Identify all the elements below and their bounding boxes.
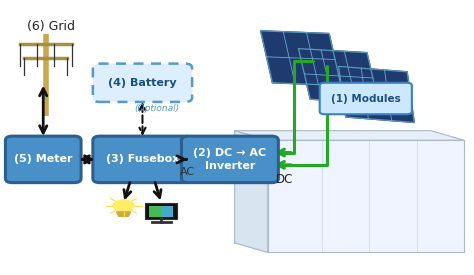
Polygon shape xyxy=(235,131,268,252)
Polygon shape xyxy=(235,131,464,140)
Polygon shape xyxy=(117,212,131,216)
Text: (5) Meter: (5) Meter xyxy=(14,154,73,164)
Text: (4) Battery: (4) Battery xyxy=(108,78,177,88)
FancyBboxPatch shape xyxy=(182,136,278,183)
FancyBboxPatch shape xyxy=(5,136,81,183)
Text: (Optional): (Optional) xyxy=(134,104,179,113)
Text: (1) Modules: (1) Modules xyxy=(331,94,401,103)
FancyBboxPatch shape xyxy=(93,64,192,102)
Text: DC: DC xyxy=(275,174,293,186)
Polygon shape xyxy=(338,66,414,122)
Text: (6) Grid: (6) Grid xyxy=(27,20,75,33)
Text: (2) DC → AC
Inverter: (2) DC → AC Inverter xyxy=(193,148,266,170)
Polygon shape xyxy=(299,49,379,103)
FancyBboxPatch shape xyxy=(319,83,412,114)
FancyBboxPatch shape xyxy=(149,206,173,217)
FancyBboxPatch shape xyxy=(146,204,176,219)
Circle shape xyxy=(113,200,134,212)
Polygon shape xyxy=(261,31,341,86)
Polygon shape xyxy=(268,140,464,252)
Text: (3) Fusebox: (3) Fusebox xyxy=(106,154,179,164)
FancyBboxPatch shape xyxy=(161,206,173,217)
FancyBboxPatch shape xyxy=(93,136,192,183)
Text: AC: AC xyxy=(180,167,195,177)
